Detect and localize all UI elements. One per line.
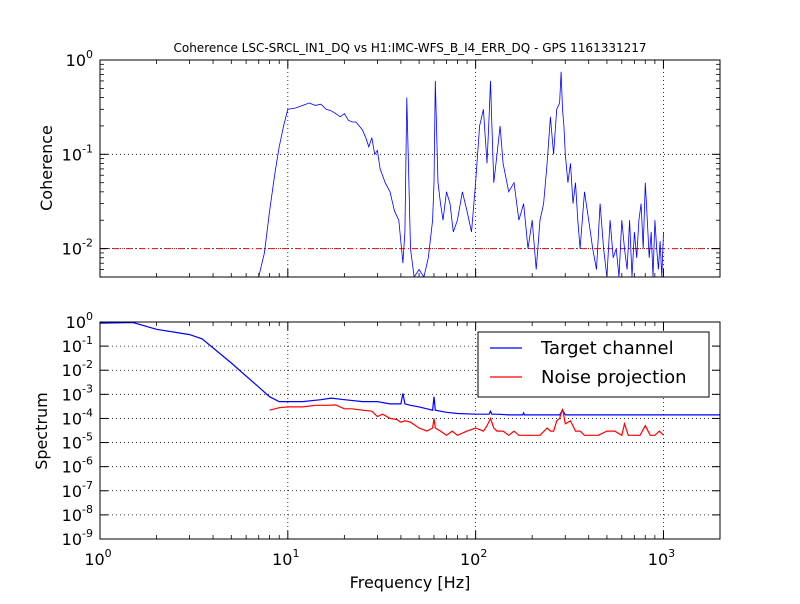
spectrum-ylabel: Spectrum <box>32 392 51 470</box>
legend: Target channel Noise projection <box>477 331 710 398</box>
y-tick-label: 10-4 <box>62 406 93 428</box>
y-tick-label: 10-5 <box>62 431 93 453</box>
y-tick-label: 10-2 <box>62 358 93 380</box>
legend-label-target: Target channel <box>540 338 674 359</box>
x-tick-label: 100 <box>84 547 111 569</box>
coherence-ticks: 100 10-1 10-2 <box>62 48 720 277</box>
y-tick-label: 10-2 <box>62 237 93 259</box>
legend-label-noise: Noise projection <box>541 367 687 388</box>
y-tick-label: 10-8 <box>62 503 93 525</box>
y-tick-label: 10-3 <box>62 382 93 404</box>
spectrum-panel: 100 101 102 10310010-110-210-310-410-510-61… <box>32 310 721 569</box>
chart-title: Coherence LSC-SRCL_IN1_DQ vs H1:IMC-WFS_… <box>173 41 646 55</box>
y-tick-label: 100 <box>66 48 93 70</box>
x-tick-label: 103 <box>648 547 675 569</box>
coherence-axes-frame <box>99 59 721 278</box>
y-tick-label: 10-1 <box>62 142 93 164</box>
x-tick-label: 102 <box>460 547 487 569</box>
y-tick-label: 100 <box>66 310 93 332</box>
legend-box <box>477 331 710 398</box>
y-tick-label: 10-1 <box>62 334 93 356</box>
coherence-panel: 100 10-1 10-2 Coherence <box>37 48 721 278</box>
y-tick-label: 10-6 <box>62 455 93 477</box>
spectrum-ticks: 100 101 102 10310010-110-210-310-410-510-61… <box>62 310 720 569</box>
coherence-ylabel: Coherence <box>37 125 56 211</box>
y-tick-label: 10-7 <box>62 479 93 501</box>
noise-projection-line <box>269 404 664 437</box>
x-axis-label: Frequency [Hz] <box>350 573 471 592</box>
spectrum-axes-frame <box>99 321 721 540</box>
y-tick-label: 10-9 <box>62 527 93 549</box>
x-tick-label: 101 <box>272 547 299 569</box>
coherence-series-line <box>258 71 664 277</box>
